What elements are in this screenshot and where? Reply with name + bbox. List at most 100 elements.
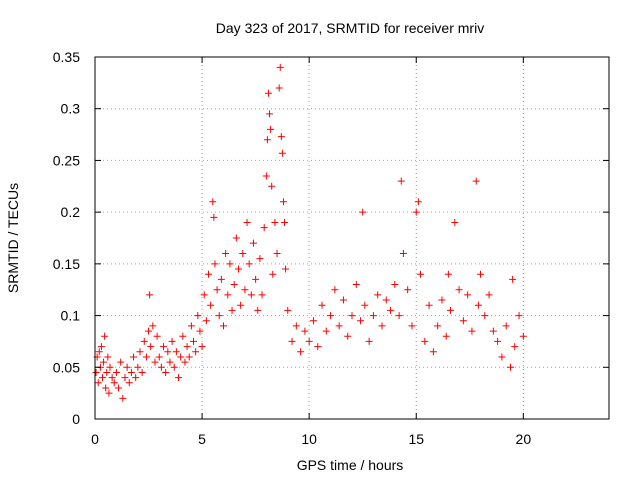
- data-point: [359, 208, 367, 216]
- data-point: [264, 89, 272, 97]
- data-point: [378, 322, 386, 330]
- data-point: [288, 337, 296, 345]
- data-point: [339, 296, 347, 304]
- data-point: [146, 291, 154, 299]
- data-point: [278, 149, 286, 157]
- data-point: [434, 322, 442, 330]
- x-tick-label: 20: [516, 431, 532, 447]
- data-point: [115, 384, 123, 392]
- data-point: [468, 327, 476, 335]
- data-point: [305, 337, 313, 345]
- data-point: [134, 363, 142, 371]
- data-point: [271, 218, 279, 226]
- data-point: [138, 368, 146, 376]
- data-point: [130, 353, 138, 361]
- data-point: [123, 363, 131, 371]
- x-tick-label: 0: [91, 431, 99, 447]
- data-point: [327, 312, 335, 320]
- data-point: [224, 291, 232, 299]
- data-point: [281, 218, 289, 226]
- data-point: [247, 291, 255, 299]
- data-point: [268, 182, 276, 190]
- data-point: [100, 358, 108, 366]
- data-point: [464, 291, 472, 299]
- data-point: [335, 322, 343, 330]
- data-point: [198, 343, 206, 351]
- data-point: [282, 265, 290, 273]
- data-point: [232, 234, 240, 242]
- data-point: [511, 343, 519, 351]
- data-point: [177, 353, 185, 361]
- data-point: [192, 348, 200, 356]
- data-point: [382, 296, 390, 304]
- data-point: [200, 291, 208, 299]
- data-point: [125, 379, 133, 387]
- data-point: [260, 224, 268, 232]
- data-point: [314, 343, 322, 351]
- data-point: [438, 296, 446, 304]
- data-point: [276, 63, 284, 71]
- data-point: [103, 368, 111, 376]
- data-point: [207, 301, 215, 309]
- data-point: [241, 286, 249, 294]
- y-tick-label: 0.35: [53, 49, 80, 65]
- data-point: [164, 348, 172, 356]
- data-point: [215, 312, 223, 320]
- data-point: [412, 208, 420, 216]
- chart-title: Day 323 of 2017, SRMTID for receiver mri…: [216, 20, 484, 36]
- plot-frame: [94, 56, 610, 420]
- data-point: [474, 301, 482, 309]
- data-point: [421, 337, 429, 345]
- data-point: [151, 358, 159, 366]
- y-tick-label: 0.1: [61, 308, 81, 324]
- data-point: [222, 250, 230, 258]
- data-point: [485, 291, 493, 299]
- data-point: [509, 275, 517, 283]
- data-point: [102, 384, 110, 392]
- data-point: [210, 213, 218, 221]
- data-point: [98, 374, 106, 382]
- data-point: [425, 301, 433, 309]
- data-point: [357, 317, 365, 325]
- data-point: [387, 306, 395, 314]
- axis-ticks: [94, 56, 609, 420]
- x-axis-label: GPS time / hours: [297, 457, 404, 473]
- data-point: [395, 312, 403, 320]
- data-point: [179, 332, 187, 340]
- data-point: [226, 260, 234, 268]
- data-point: [149, 322, 157, 330]
- data-point: [185, 353, 193, 361]
- data-point: [117, 358, 125, 366]
- data-point: [106, 363, 114, 371]
- grid-layer: [95, 56, 609, 419]
- data-point: [95, 348, 103, 356]
- data-point: [254, 306, 262, 314]
- data-point: [243, 218, 251, 226]
- data-point: [205, 270, 213, 278]
- data-point: [168, 337, 176, 345]
- data-point: [211, 260, 219, 268]
- data-point: [140, 337, 148, 345]
- data-point: [397, 177, 405, 185]
- data-points: [92, 63, 527, 402]
- x-tick-label: 15: [408, 431, 424, 447]
- data-point: [220, 322, 227, 330]
- data-point: [258, 291, 266, 299]
- data-point: [292, 322, 300, 330]
- data-point: [447, 306, 455, 314]
- data-point: [239, 250, 247, 258]
- data-point: [166, 358, 174, 366]
- y-tick-label: 0: [72, 411, 80, 427]
- data-point: [252, 275, 260, 283]
- data-point: [277, 133, 285, 141]
- x-tick-label: 10: [301, 431, 317, 447]
- data-point: [262, 172, 270, 180]
- data-point: [352, 281, 360, 289]
- data-point: [494, 337, 502, 345]
- data-point: [101, 332, 109, 340]
- data-point: [142, 353, 150, 361]
- data-point: [249, 239, 257, 247]
- data-point: [451, 218, 459, 226]
- data-point: [301, 327, 309, 335]
